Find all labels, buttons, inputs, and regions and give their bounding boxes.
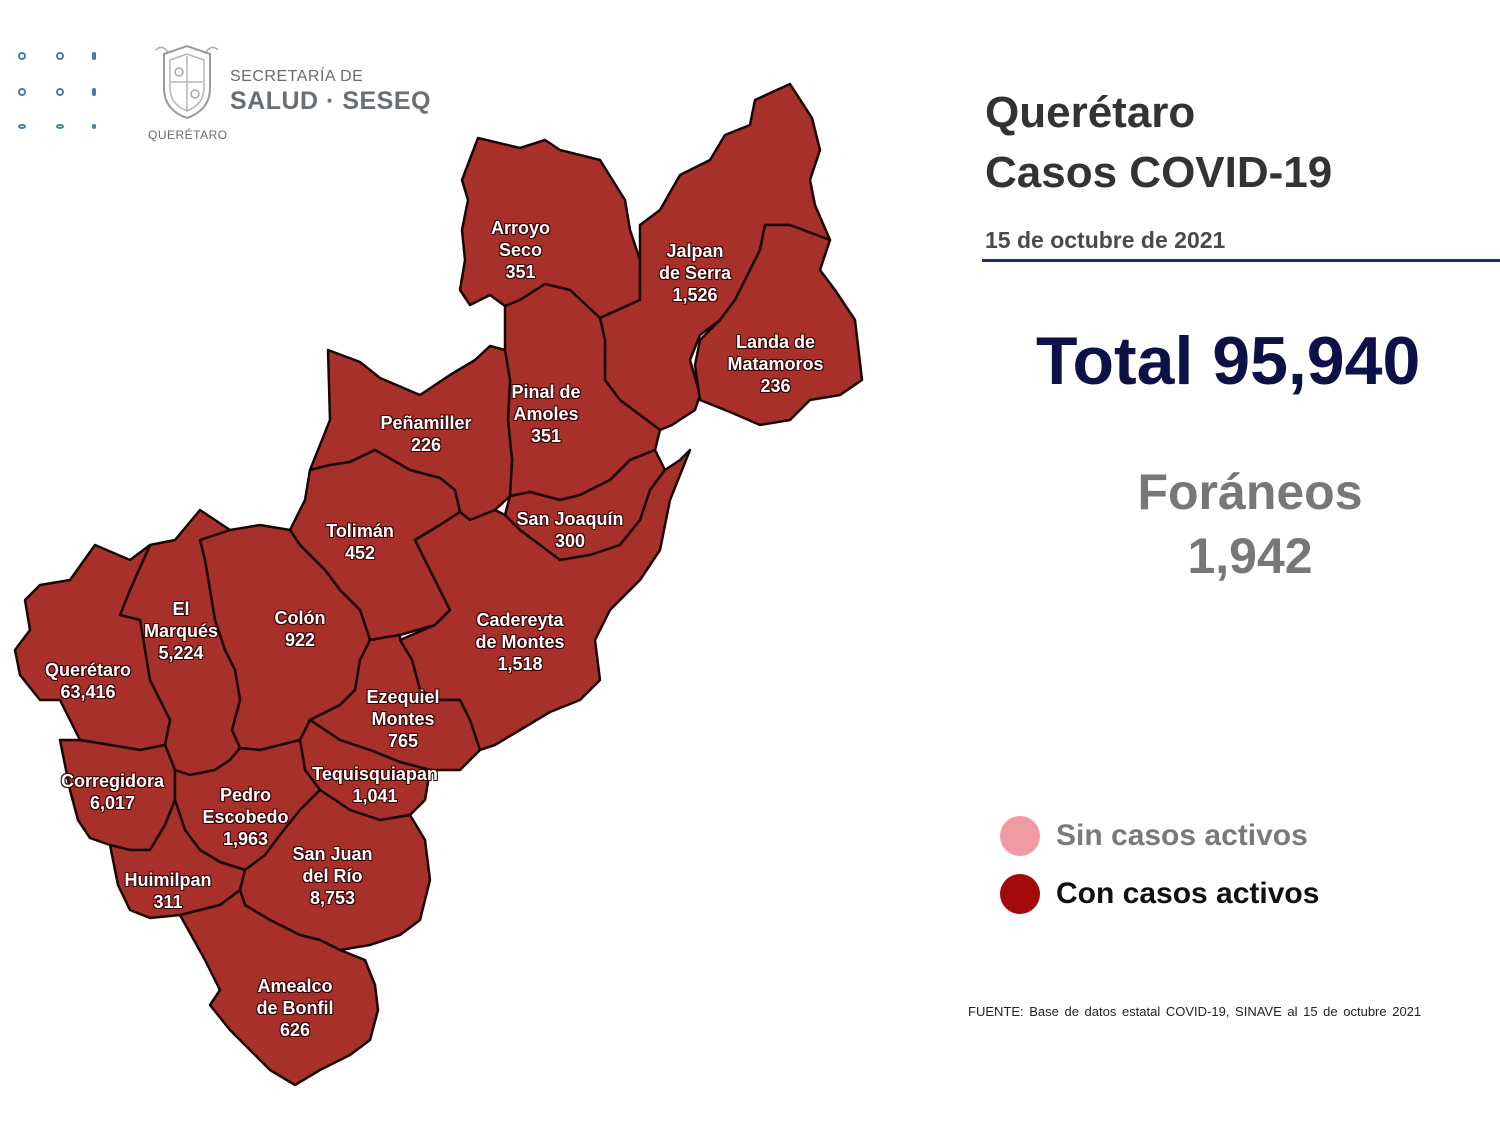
label-arroyo-seco: Arroyo Seco 351	[490, 218, 550, 282]
report-date: 15 de octubre de 2021	[985, 227, 1226, 253]
org-name-line2: SALUD · SESEQ	[230, 87, 431, 115]
label-san-juan-del-rio: San Juan del Río 8,753	[292, 844, 373, 908]
region-amealco-de-bonfil	[178, 888, 380, 1087]
label-pedro-escobedo: Pedro Escobedo 1,963	[202, 785, 289, 849]
label-san-joaquin: San Joaquín 300	[516, 509, 624, 551]
label-tequisquiapan: Tequisquiapan 1,041	[312, 764, 438, 806]
label-el-marques: El Marqués 5,224	[143, 599, 219, 663]
label-ezequiel-montes: Ezequiel Montes 765	[366, 687, 440, 751]
foraneos-label: Foráneos	[1137, 464, 1363, 520]
label-landa-de-matamoros: Landa de Matamoros 236	[727, 332, 824, 396]
state-seal-icon	[155, 44, 219, 120]
legend-item-con-casos: Con casos activos	[1000, 874, 1319, 914]
decorative-dots-icon	[14, 46, 104, 136]
org-name-line1: SECRETARÍA DE	[230, 68, 364, 85]
label-penamiller: Peñamiller 226	[380, 413, 472, 455]
org-name-line3: QUERÉTARO	[148, 128, 228, 142]
foraneos-value: 1,942	[1187, 528, 1313, 584]
label-cadereyta-de-montes: Cadereyta de Montes 1,518	[475, 610, 565, 674]
foraneos-block: Foráneos 1,942	[1070, 460, 1430, 588]
region-queretaro	[13, 543, 172, 752]
legend-item-sin-casos: Sin casos activos	[1000, 816, 1308, 856]
legend-label: Sin casos activos	[1056, 819, 1308, 852]
total-cases: Total 95,940	[1036, 323, 1421, 399]
source-note: FUENTE: Base de datos estatal COVID-19, …	[968, 1004, 1422, 1019]
queretaro-state-map	[13, 82, 864, 1087]
title-divider	[982, 259, 1500, 262]
legend-label: Con casos activos	[1056, 877, 1320, 910]
label-jalpan-de-serra: Jalpan de Serra 1,526	[658, 241, 732, 305]
title-state: Querétaro	[985, 88, 1196, 137]
label-toliman: Tolimán 452	[326, 521, 394, 563]
title-covid-cases: Casos COVID-19	[985, 148, 1333, 197]
region-landa-de-matamoros	[693, 223, 864, 427]
label-corregidora: Corregidora 6,017	[60, 771, 165, 813]
label-queretaro: Querétaro 63,416	[44, 660, 132, 702]
label-colon: Colón 922	[274, 608, 326, 650]
legend-swatch-light-icon	[1000, 816, 1040, 856]
label-pinal-de-amoles: Pinal de Amoles 351	[511, 382, 581, 446]
legend-swatch-dark-icon	[1000, 874, 1040, 914]
label-huimilpan: Huimilpan 311	[124, 870, 212, 912]
label-amealco-de-bonfil: Amealco de Bonfil 626	[256, 976, 334, 1040]
